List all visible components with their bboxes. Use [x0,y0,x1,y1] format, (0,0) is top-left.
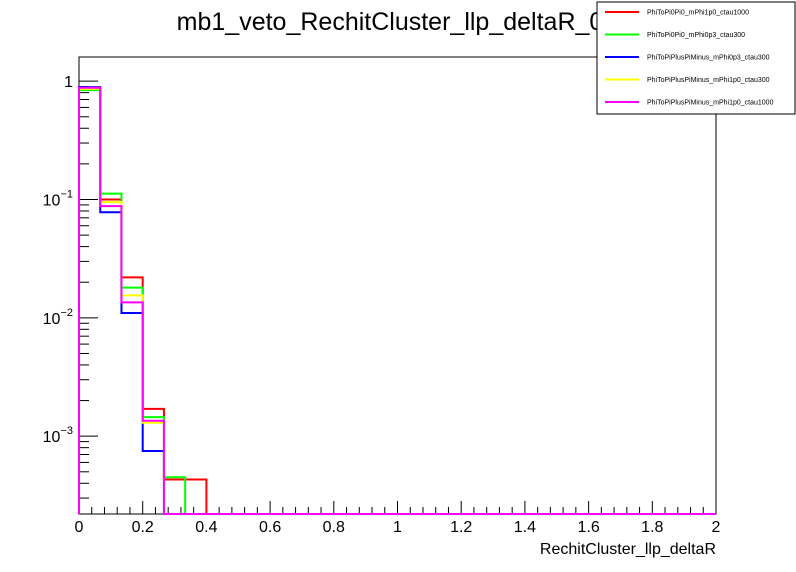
histogram-series [78,86,716,515]
y-tick-label: 10−2 [43,307,73,328]
series-line-1 [78,87,716,515]
series-line-5 [78,86,716,515]
chart-title: mb1_veto_RechitCluster_llp_deltaR_0 [177,8,604,36]
series-line-4 [78,87,716,515]
x-tick-label: 0.2 [132,519,154,536]
x-axis: 0 0.2 0.4 0.6 0.8 1 1.2 1.4 1.6 1.8 2 [75,501,721,536]
y-tick-label: 1 [64,74,73,91]
x-tick-label: 1.6 [577,519,599,536]
series-line-2 [78,89,716,515]
plot-frame [78,56,717,515]
x-tick-label: 2 [712,519,721,536]
x-tick-label: 1 [393,519,402,536]
y-axis: 1 10−1 10−2 10−3 [43,74,98,499]
y-tick-label: 10−1 [43,188,73,209]
series-line-3 [78,86,716,515]
legend-label: PhiToPi0Pi0_mPhi0p3_ctau300 [647,32,745,39]
legend-label: PhiToPiPlusPiMinus_mPhi1p0_ctau1000 [647,100,774,107]
legend: PhiToPi0Pi0_mPhi1p0_ctau1000 PhiToPi0Pi0_… [596,1,796,115]
x-tick-label: 1.8 [641,519,663,536]
x-axis-title: RechitCluster_llp_deltaR [540,541,716,558]
y-tick-label: 10−3 [43,425,73,446]
x-tick-label: 0.6 [259,519,281,536]
x-tick-label: 1.2 [450,519,472,536]
x-tick-label: 1.4 [514,519,536,536]
x-tick-label: 0.4 [195,519,217,536]
legend-label: PhiToPiPlusPiMinus_mPhi1p0_ctau300 [647,77,770,84]
x-tick-label: 0 [75,519,84,536]
legend-label: PhiToPiPlusPiMinus_mPhi0p3_ctau300 [647,55,770,62]
legend-label: PhiToPi0Pi0_mPhi1p0_ctau1000 [647,10,749,17]
x-tick-label: 0.8 [323,519,345,536]
